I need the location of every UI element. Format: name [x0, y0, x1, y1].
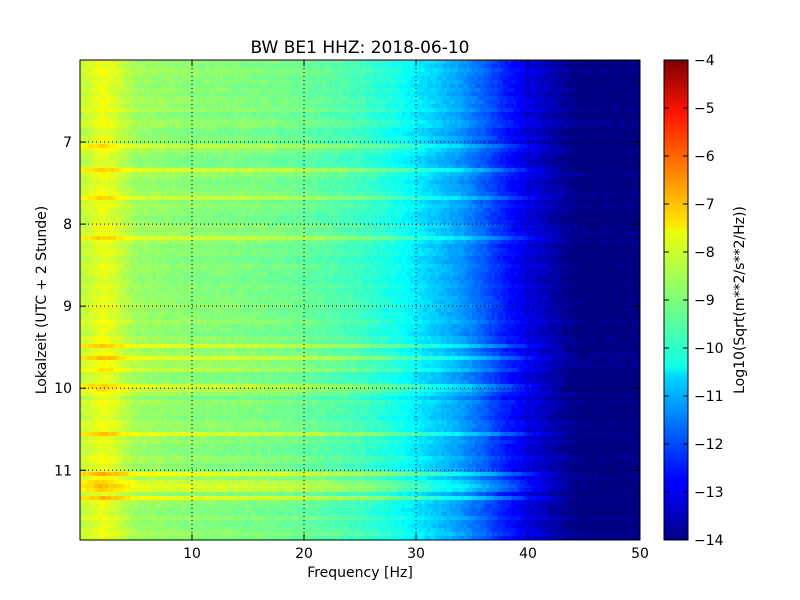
heatmap-cells	[80, 60, 641, 541]
spectrogram-figure: BW BE1 HHZ: 2018-06-10 10 20 30 40 50 789101…	[0, 0, 800, 600]
chart-title: BW BE1 HHZ: 2018-06-10	[250, 38, 469, 58]
